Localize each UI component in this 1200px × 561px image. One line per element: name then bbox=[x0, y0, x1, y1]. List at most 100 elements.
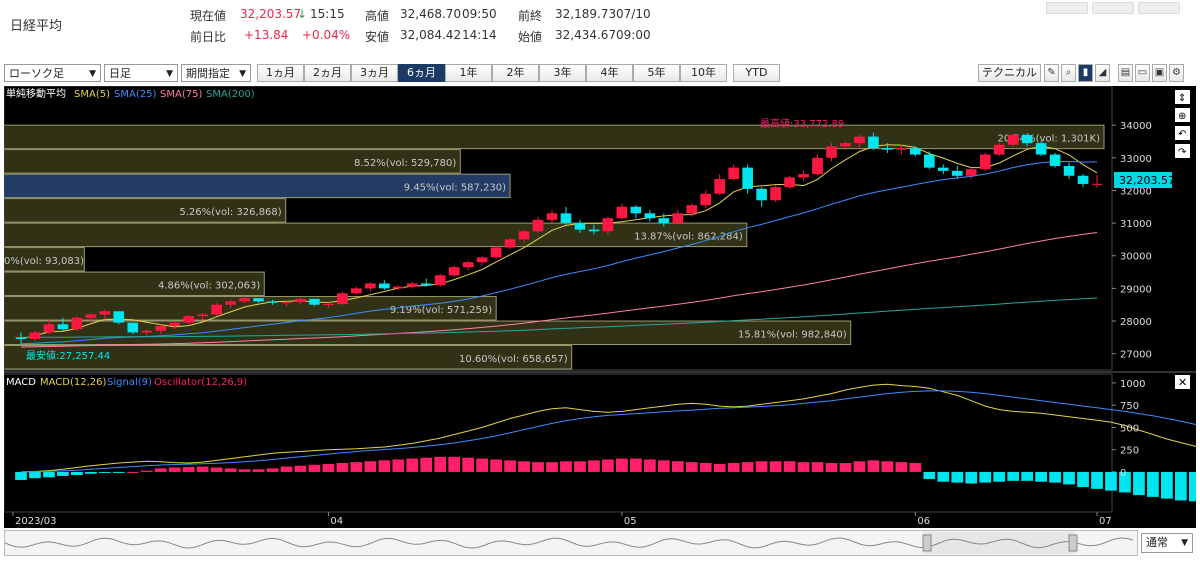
volume-profile-label: 15.81%(vol: 982,840) bbox=[738, 329, 847, 340]
top-control-2[interactable] bbox=[1092, 2, 1134, 14]
oscillator-bar bbox=[727, 463, 740, 472]
oscillator-bar bbox=[224, 468, 237, 472]
redo-icon[interactable] bbox=[1175, 144, 1190, 158]
candle-body bbox=[351, 288, 362, 294]
volume-profile-label: 5.26%(vol: 326,868) bbox=[179, 207, 281, 218]
oscillator-bar bbox=[1119, 471, 1131, 493]
navigator-left-handle[interactable] bbox=[922, 534, 932, 552]
candle-body bbox=[1049, 154, 1061, 166]
oscillator-bar bbox=[364, 461, 377, 472]
oscillator-bar bbox=[378, 460, 391, 472]
document-icon[interactable]: ▤ bbox=[1118, 64, 1133, 82]
oscillator-bar bbox=[490, 459, 502, 472]
volume-profile-label: 9.19%(vol: 571,259) bbox=[390, 305, 492, 316]
candle-body bbox=[728, 167, 739, 180]
candle-body bbox=[1021, 134, 1033, 144]
chart-area[interactable]: 20.54%(vol: 1,301K) 8.52%(vol: 529,780) 9.… bbox=[0, 85, 1200, 528]
period-button-3y[interactable]: 3年 bbox=[539, 64, 586, 82]
low-value: 32,084.42 bbox=[400, 28, 462, 42]
candle-body bbox=[99, 311, 111, 315]
interval-select[interactable]: 日足 ▼ bbox=[104, 64, 178, 82]
candle-body bbox=[798, 174, 809, 178]
period-button-ytd[interactable]: YTD bbox=[733, 64, 780, 82]
oscillator-legend: Oscillator(12,26,9) bbox=[154, 377, 247, 388]
top-control-3[interactable] bbox=[1138, 2, 1180, 14]
oscillator-bar bbox=[71, 471, 83, 476]
candle-chart-icon[interactable]: ▮ bbox=[1078, 64, 1093, 82]
oscillator-bar bbox=[937, 471, 950, 482]
candle-body bbox=[784, 177, 795, 188]
price-tick-label: 33000 bbox=[1120, 154, 1152, 165]
technical-button[interactable]: テクニカル bbox=[978, 64, 1041, 82]
period-button-3m[interactable]: 3ヵ月 bbox=[351, 64, 398, 82]
oscillator-bar bbox=[867, 460, 880, 472]
candle-body bbox=[253, 298, 264, 302]
candle-body bbox=[812, 157, 823, 175]
navigator-right-handle[interactable] bbox=[1068, 534, 1078, 552]
last-price-value: 32,203.57 bbox=[1119, 174, 1175, 187]
candle-body bbox=[57, 324, 69, 330]
macd-tick-label: 250 bbox=[1120, 446, 1139, 457]
oscillator-bar bbox=[909, 463, 922, 472]
mode-select[interactable]: 通常 ▼ bbox=[1141, 533, 1193, 553]
candle-body bbox=[85, 314, 97, 318]
area-chart-icon[interactable]: ◢ bbox=[1095, 64, 1110, 82]
candle-body bbox=[239, 298, 250, 302]
candle-body bbox=[71, 317, 83, 330]
high-time: 09:50 bbox=[462, 7, 497, 21]
period-button-1m[interactable]: 1ヵ月 bbox=[257, 64, 304, 82]
undo-icon[interactable] bbox=[1175, 126, 1190, 140]
oscillator-bar bbox=[84, 471, 97, 474]
chart-toolbar: ローソク足 ▼ 日足 ▼ 期間指定 ▼ 1ヵ月 2ヵ月 3ヵ月 6ヵ月 1年 2年 3… bbox=[0, 62, 1200, 84]
sma25-line bbox=[20, 160, 1098, 345]
oscillator-bar bbox=[57, 471, 69, 476]
lock-icon-glyph: ⊕ bbox=[1178, 111, 1186, 122]
prev-label: 前終 bbox=[518, 9, 543, 23]
pencil-icon[interactable]: ✎ bbox=[1044, 64, 1059, 82]
oscillator-bar bbox=[392, 459, 405, 472]
chart-svg[interactable]: 20.54%(vol: 1,301K) 8.52%(vol: 529,780) 9.… bbox=[0, 85, 1200, 528]
period-button-2y[interactable]: 2年 bbox=[492, 64, 539, 82]
candle-body bbox=[323, 304, 334, 306]
candle-body bbox=[770, 187, 781, 201]
top-control-1[interactable] bbox=[1046, 2, 1088, 14]
candle-body bbox=[15, 337, 27, 339]
volume-profile-label: 13.87%(vol: 862,284) bbox=[634, 231, 743, 242]
oscillator-bar bbox=[825, 463, 838, 472]
zoom-icon[interactable]: ⌕ bbox=[1061, 64, 1076, 82]
sma5-legend: SMA(5) bbox=[74, 89, 110, 100]
period-button-4y[interactable]: 4年 bbox=[586, 64, 633, 82]
folder-icon[interactable]: ▭ bbox=[1135, 64, 1150, 82]
navigator-window[interactable] bbox=[923, 532, 1075, 554]
period-button-10y[interactable]: 10年 bbox=[680, 64, 727, 82]
oscillator-bar bbox=[560, 461, 572, 472]
volume-profile-label: 10.60%(vol: 658,657) bbox=[459, 354, 568, 365]
gear-icon[interactable]: ⚙ bbox=[1169, 64, 1184, 82]
expand-icon[interactable] bbox=[1175, 90, 1190, 104]
oscillator-bar bbox=[923, 471, 936, 480]
oscillator-bar bbox=[1077, 471, 1089, 488]
candle-body bbox=[169, 322, 181, 326]
undo-icon-glyph: ↶ bbox=[1178, 129, 1186, 140]
price-tick-label: 28000 bbox=[1120, 317, 1152, 328]
period-button-5y[interactable]: 5年 bbox=[633, 64, 680, 82]
lock-icon[interactable] bbox=[1175, 108, 1190, 122]
candle-body bbox=[742, 167, 753, 189]
chart-type-select[interactable]: ローソク足 ▼ bbox=[4, 64, 101, 82]
period-select[interactable]: 期間指定 ▼ bbox=[181, 64, 251, 82]
current-value: 32,203.57 bbox=[240, 7, 302, 21]
oscillator-bar bbox=[979, 471, 992, 483]
volume-profile-label: 4.86%(vol: 302,063) bbox=[158, 280, 260, 291]
close-macd-icon[interactable] bbox=[1175, 375, 1190, 389]
range-navigator[interactable] bbox=[4, 530, 1138, 556]
high-label: 高値 bbox=[365, 9, 390, 23]
oscillator-bar bbox=[504, 460, 516, 472]
save-icon[interactable]: ▣ bbox=[1152, 64, 1167, 82]
period-button-6m[interactable]: 6ヵ月 bbox=[398, 64, 445, 82]
candle-body bbox=[518, 231, 530, 240]
period-button-2m[interactable]: 2ヵ月 bbox=[304, 64, 351, 82]
period-button-1y[interactable]: 1年 bbox=[445, 64, 492, 82]
candle-body bbox=[630, 206, 642, 214]
oscillator-bar bbox=[196, 466, 209, 472]
chevron-down-icon: ▼ bbox=[1181, 538, 1188, 548]
